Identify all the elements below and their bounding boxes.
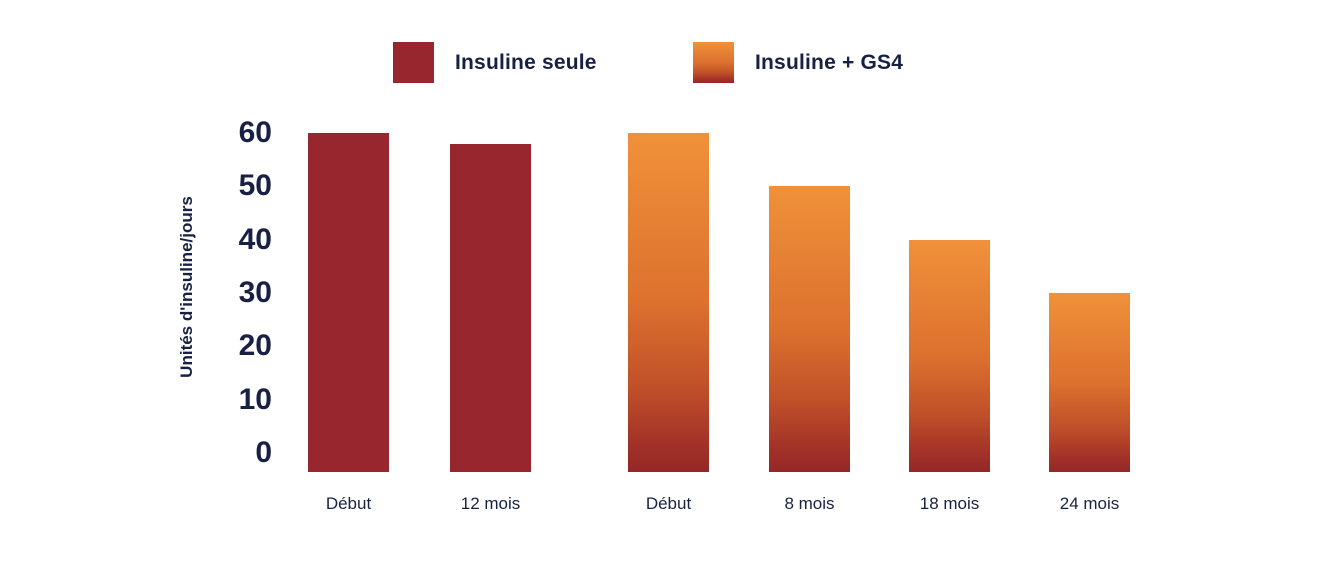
x-axis-label: Début	[645, 494, 692, 513]
bar-insuline-gs4-18-mois	[909, 239, 990, 472]
bar-insuline-gs4-24-mois	[1049, 293, 1130, 472]
y-tick-label: 40	[238, 222, 272, 256]
x-axis-label: 8 mois	[784, 494, 835, 513]
y-tick-label: 10	[238, 382, 272, 416]
y-tick-label: 30	[238, 276, 272, 309]
legend-label-insuline-gs4: Insuline + GS4	[755, 50, 904, 74]
bar-insuline-gs4-d-but	[628, 133, 709, 472]
legend-label-insuline-seule: Insuline seule	[455, 50, 597, 74]
y-tick-label: 50	[238, 169, 272, 203]
y-tick-label: 60	[238, 116, 272, 149]
legend-item-insuline-seule: Insuline seule	[393, 42, 597, 83]
bar-insuline-seule-d-but	[308, 133, 389, 472]
legend-swatch-insuline-gs4	[693, 42, 734, 83]
x-axis-label: Début	[325, 494, 372, 513]
legend-item-insuline-gs4: Insuline + GS4	[693, 42, 903, 83]
x-axis-label: 24 mois	[1059, 494, 1120, 513]
bar-insuline-seule-12-mois	[450, 143, 531, 472]
y-tick-label: 20	[238, 329, 272, 363]
x-axis-label: 12 mois	[460, 494, 521, 513]
bar-insuline-gs4-8-mois	[769, 186, 850, 472]
x-axis-label: 18 mois	[919, 494, 980, 513]
legend-swatch-insuline-seule	[393, 42, 434, 83]
y-tick-label: 0	[255, 436, 272, 469]
